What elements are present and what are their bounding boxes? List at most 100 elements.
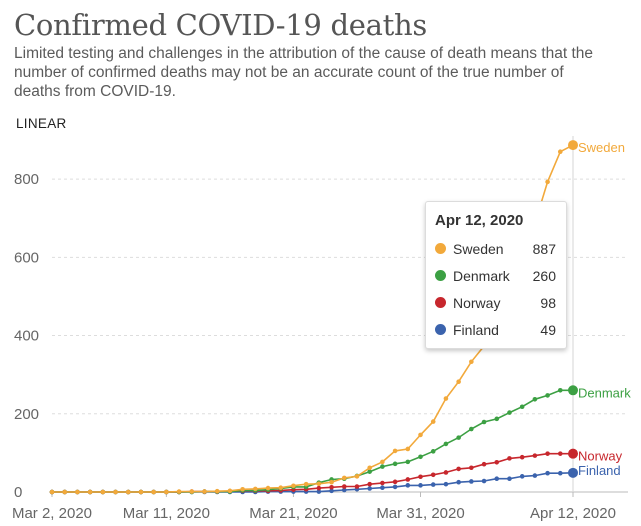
sweden-point (430, 419, 436, 424)
denmark-point (430, 449, 436, 454)
sweden-point (443, 396, 449, 401)
norway-point (456, 466, 461, 472)
sweden-point (87, 489, 93, 495)
finland-point (341, 487, 347, 493)
norway-point (380, 480, 385, 486)
x-tick-label: Apr 12, 2020 (530, 505, 616, 522)
sweden-point (202, 489, 207, 494)
finland-end-label: Finland (578, 463, 621, 478)
hover-tooltip: Apr 12, 2020 Sweden 887 Denmark 260 Norw… (425, 201, 567, 349)
finland-point (329, 488, 334, 494)
tooltip-country: Norway (453, 294, 501, 311)
norway-end-marker (568, 448, 578, 459)
sweden-legend-dot (435, 243, 446, 254)
norway-point (341, 484, 347, 489)
sweden-point (341, 475, 347, 481)
norway-point (545, 451, 550, 456)
sweden-point (227, 488, 233, 494)
denmark-point (405, 459, 411, 465)
sweden-point (151, 489, 156, 495)
sweden-point (176, 489, 182, 494)
sweden-point (138, 489, 144, 495)
finland-point (557, 470, 563, 476)
norway-point (430, 472, 436, 478)
sweden-end-label: Sweden (578, 140, 625, 155)
sweden-point (253, 486, 258, 492)
tooltip-value: 260 (532, 267, 556, 284)
finland-point (443, 481, 449, 487)
finland-point (430, 482, 436, 487)
y-tick-label: 600 (14, 249, 39, 266)
norway-point (507, 456, 512, 461)
tooltip-date: Apr 12, 2020 (435, 212, 524, 229)
denmark-end-marker (568, 385, 578, 396)
norway-point (392, 479, 398, 485)
sweden-point (125, 489, 131, 495)
sweden-point (469, 359, 474, 365)
sweden-point (164, 489, 169, 495)
norway-point (316, 485, 322, 491)
sweden-point (380, 459, 385, 465)
sweden-point (278, 485, 284, 490)
denmark-point (392, 461, 398, 467)
denmark-line[interactable] (52, 389, 573, 493)
denmark-legend-dot (435, 270, 446, 281)
denmark-point (545, 393, 550, 398)
y-tick-label: 200 (14, 406, 39, 423)
norway-point (494, 459, 500, 465)
sweden-point (100, 489, 106, 495)
norway-point (443, 470, 449, 475)
denmark-point (380, 464, 385, 469)
scale-toggle-button[interactable]: LINEAR (16, 116, 67, 131)
sweden-point (405, 446, 411, 452)
finland-point (456, 479, 461, 485)
denmark-point (481, 419, 487, 425)
x-tick-label: Mar 21, 2020 (249, 505, 337, 522)
sweden-point (214, 488, 220, 494)
norway-point (354, 484, 360, 489)
finland-point (405, 483, 411, 488)
chart-subtitle: Limited testing and challenges in the at… (14, 45, 594, 100)
finland-point (380, 485, 385, 490)
sweden-point (354, 474, 360, 479)
sweden-point (189, 489, 195, 494)
norway-point (532, 453, 538, 458)
norway-end-label: Norway (578, 449, 623, 464)
norway-point (519, 454, 525, 460)
y-axis-ticks: 0 200 400 600 800 (14, 171, 39, 501)
sweden-point (62, 489, 68, 495)
finland-end-marker (568, 467, 578, 478)
sweden-point (75, 489, 80, 495)
sweden-point (303, 481, 309, 487)
denmark-point (507, 410, 512, 415)
finland-point (494, 476, 500, 482)
norway-point (481, 461, 487, 467)
norway-point (418, 474, 423, 480)
norway-legend-dot (435, 297, 446, 308)
denmark-point (557, 388, 563, 393)
sweden-point (557, 149, 563, 155)
finland-point (481, 478, 487, 484)
denmark-point (418, 454, 423, 460)
y-tick-label: 400 (14, 328, 39, 345)
chart-title: Confirmed COVID-19 deaths (14, 8, 427, 42)
finland-point (418, 483, 423, 488)
denmark-point (532, 397, 538, 402)
finland-point (532, 473, 538, 478)
sweden-point (545, 179, 550, 185)
finland-point (469, 479, 474, 484)
tooltip-row-denmark: Denmark 260 (435, 262, 556, 289)
tooltip-value: 98 (540, 294, 556, 311)
y-tick-label: 800 (14, 171, 39, 188)
y-tick-label: 0 (14, 484, 22, 501)
denmark-point (519, 404, 525, 410)
finland-legend-dot (435, 324, 446, 335)
denmark-point (443, 441, 449, 447)
tooltip-country: Denmark (453, 267, 510, 284)
finland-point (367, 486, 372, 491)
tooltip-country: Finland (453, 321, 499, 338)
sweden-point (329, 479, 334, 485)
finland-point (545, 470, 550, 476)
norway-line[interactable] (52, 452, 573, 493)
